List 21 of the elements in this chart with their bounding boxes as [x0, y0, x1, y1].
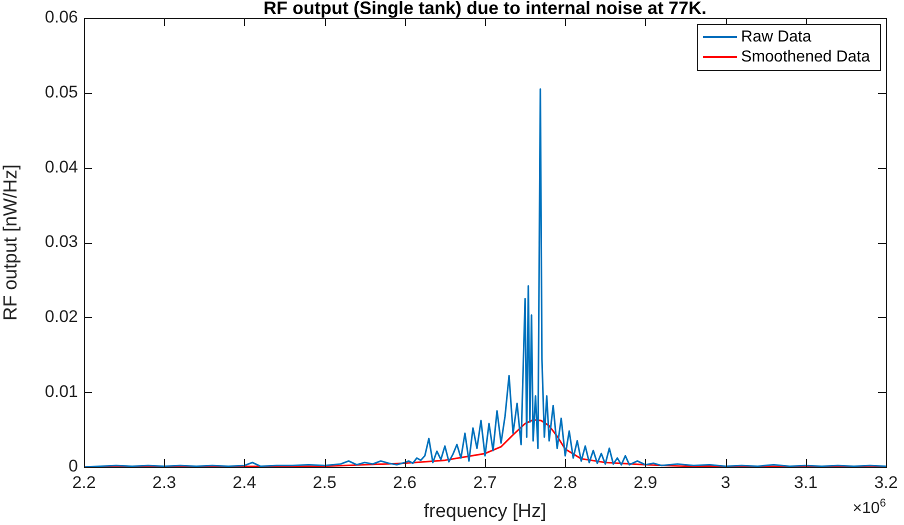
y-axis-title: RF output [nW/Hz]	[0, 164, 22, 321]
x-tick-label: 3.2	[874, 472, 898, 492]
x-tick-label: 3	[720, 472, 730, 492]
legend-label: Smoothened Data	[741, 48, 870, 66]
x-axis-title: frequency [Hz]	[424, 500, 546, 522]
x-tick-label: 2.8	[553, 472, 578, 492]
legend-label: Raw Data	[741, 28, 812, 46]
x-tick-label: 2.3	[152, 472, 176, 492]
x-tick-label: 2.7	[473, 472, 497, 492]
x-tick-label: 3.1	[794, 472, 818, 492]
y-tick-label: 0.04	[44, 157, 78, 176]
y-tick-label: 0.05	[44, 82, 78, 102]
y-tick-label: 0.06	[44, 8, 78, 27]
x-tick-label: 2.9	[634, 472, 658, 492]
x-tick-label: 2.5	[312, 472, 336, 492]
y-tick-label: 0.03	[44, 232, 78, 252]
y-tick-label: 0.02	[44, 307, 78, 326]
x-tick-label: 2.4	[232, 472, 256, 492]
y-tick-label: 0.01	[44, 382, 78, 401]
chart-title: RF output (Single tank) due to internal noise at 77K.	[263, 0, 707, 18]
x-tick-label: 2.6	[392, 472, 417, 492]
